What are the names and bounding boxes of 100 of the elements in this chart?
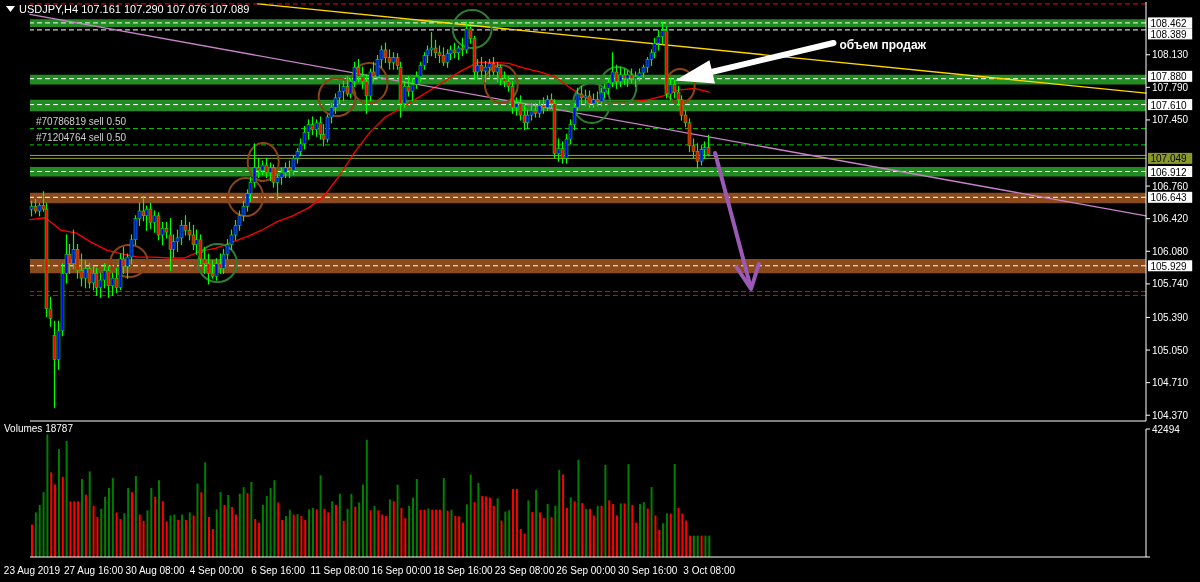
candlestick: [67, 243, 72, 274]
bar: [254, 519, 257, 557]
x-tick-label: 4 Sep 00:00: [189, 565, 245, 576]
bar: [423, 509, 426, 557]
bar: [281, 519, 284, 557]
candlestick: [148, 202, 153, 229]
bar: [408, 505, 411, 557]
bar: [538, 512, 541, 557]
x-tick-label: 6 Sep 16:00: [251, 565, 306, 576]
bar: [100, 508, 103, 557]
candlestick: [345, 76, 350, 97]
candlestick: [341, 80, 346, 102]
bar: [619, 503, 622, 557]
x-tick-label: 18 Sep 16:00: [433, 565, 494, 576]
bar: [238, 493, 241, 557]
bar: [231, 507, 234, 557]
bar: [119, 519, 122, 557]
bar: [242, 487, 245, 557]
bar: [615, 515, 618, 557]
y-tick-label: 106.760: [1152, 180, 1189, 192]
candlestick: [699, 145, 704, 166]
bar: [388, 499, 391, 557]
bar: [554, 505, 557, 557]
chart-title: Volumes 18787: [4, 423, 73, 435]
bar: [573, 501, 576, 557]
y-tick-label: 106.080: [1152, 245, 1189, 257]
bar: [585, 508, 588, 557]
bar: [419, 509, 422, 557]
bar: [234, 514, 237, 557]
bar: [165, 521, 168, 557]
bar: [73, 501, 76, 557]
y-tick-label: 105.390: [1152, 312, 1189, 323]
bar: [677, 507, 680, 557]
bar: [227, 494, 230, 557]
bar: [450, 509, 453, 557]
bar: [589, 508, 591, 557]
bar: [650, 487, 653, 557]
candlestick: [510, 80, 515, 114]
bar: [504, 511, 507, 557]
bar: [338, 493, 341, 557]
bar: [196, 483, 199, 557]
bar: [492, 505, 495, 557]
candlestick: [498, 64, 503, 86]
bar: [273, 480, 276, 557]
bar: [369, 510, 372, 557]
bar: [315, 509, 318, 557]
annotation: объем продаж: [839, 38, 927, 53]
bar: [265, 495, 268, 557]
bar: [485, 496, 488, 557]
bar: [527, 500, 530, 557]
y-tick-label: 107.450: [1152, 114, 1189, 126]
bar: [473, 502, 476, 557]
y-tick-label: 105.050: [1152, 344, 1189, 356]
bar: [200, 492, 203, 557]
y-tick-label: 106.420: [1152, 213, 1189, 225]
x-tick-label: 30 Aug 08:00: [125, 565, 185, 576]
bar: [535, 489, 538, 557]
bar: [465, 504, 468, 557]
bar: [704, 535, 707, 557]
bar: [38, 504, 41, 557]
bar: [673, 463, 676, 557]
bar: [569, 497, 572, 557]
x-tick-label: 23 Aug 2019: [3, 565, 61, 576]
bar: [31, 524, 33, 557]
candlestick: [171, 234, 176, 258]
bar: [596, 505, 599, 557]
candlestick: [152, 210, 157, 233]
ref-line-label: 107.049: [1150, 152, 1188, 164]
bar: [385, 516, 388, 557]
bar: [331, 501, 334, 557]
bar: [469, 474, 472, 557]
bar: [531, 512, 534, 557]
bar: [404, 518, 407, 557]
bar: [177, 519, 180, 557]
bar: [250, 482, 253, 557]
ref-line-label: 108.462: [1150, 17, 1188, 29]
candlestick: [495, 61, 500, 83]
bar: [34, 512, 37, 557]
bar: [565, 507, 568, 557]
bar: [669, 513, 672, 557]
bar: [400, 507, 403, 557]
bar: [288, 509, 291, 557]
bar: [46, 434, 49, 557]
bar: [581, 503, 584, 557]
x-tick-label: 11 Sep 08:00: [310, 565, 370, 576]
bar: [323, 508, 326, 557]
bar: [65, 441, 68, 557]
bar: [515, 488, 518, 557]
bar: [658, 529, 661, 557]
bar: [138, 514, 141, 557]
bar: [546, 503, 549, 557]
candlestick: [110, 272, 115, 296]
bar: [562, 474, 565, 557]
bar: [150, 488, 153, 557]
candlestick: [141, 196, 146, 222]
bar: [654, 515, 657, 557]
bar: [50, 472, 53, 557]
bar: [358, 502, 361, 557]
bar: [69, 501, 72, 557]
ref-line-label: 107.880: [1150, 70, 1188, 82]
